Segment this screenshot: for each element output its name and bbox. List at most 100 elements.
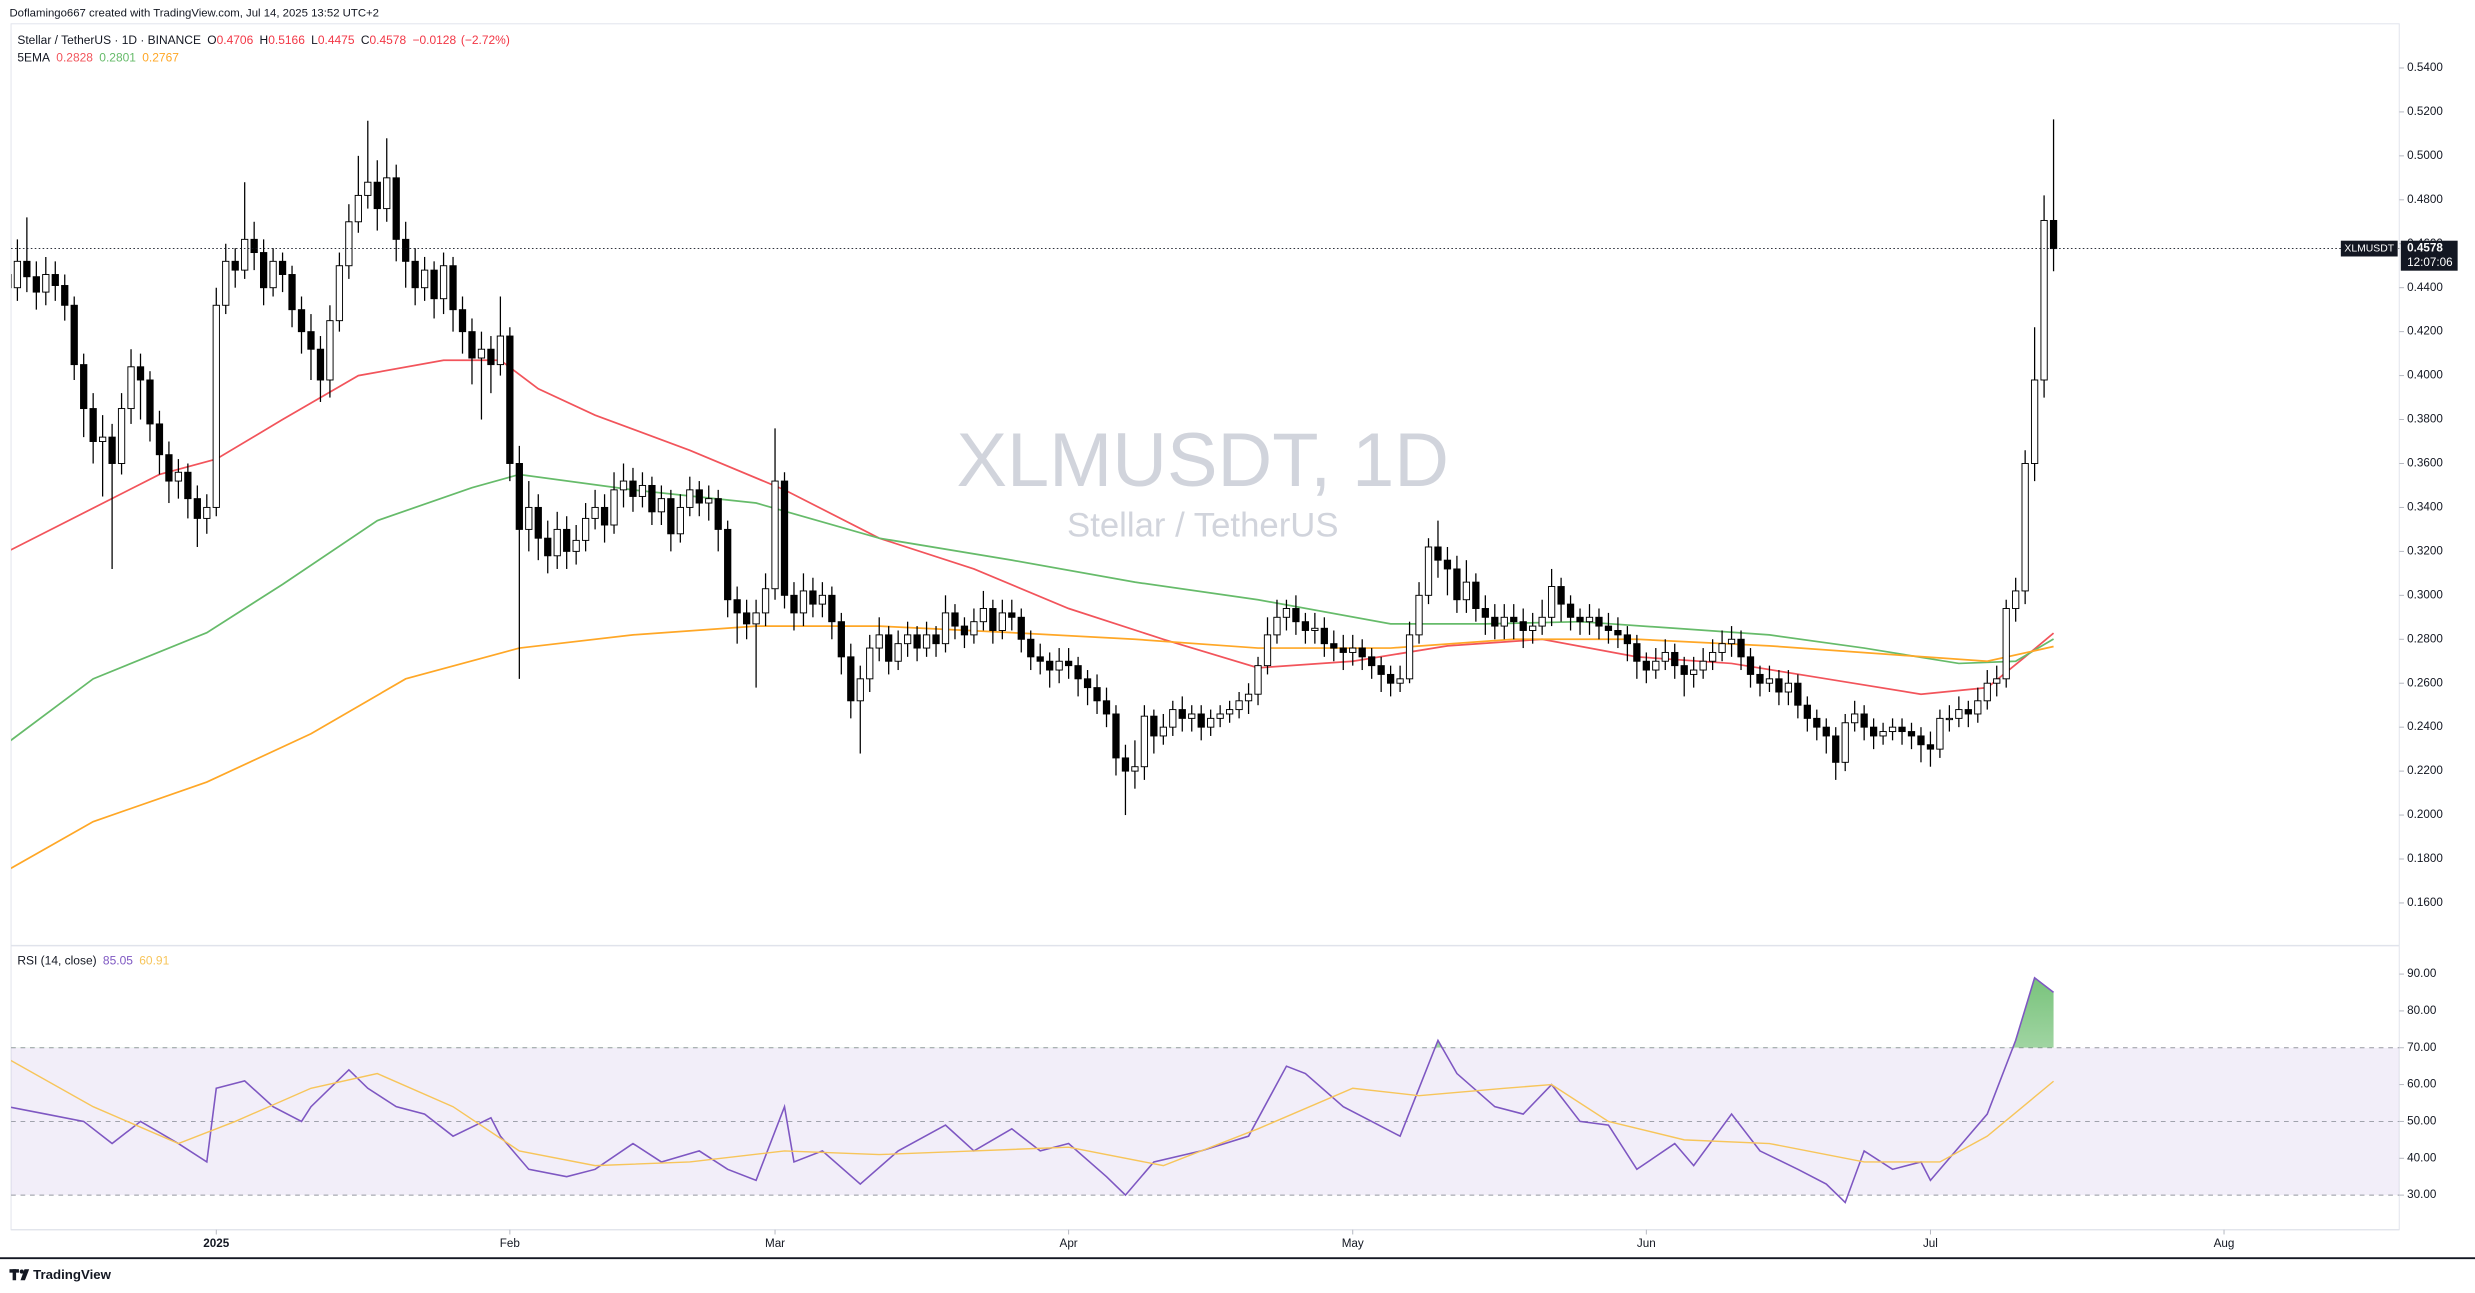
- candle-body: [1178, 709, 1186, 719]
- candle-body: [563, 528, 571, 552]
- attribution: Doflamingo667 created with TradingView.c…: [9, 8, 379, 20]
- candle-body: [269, 260, 277, 289]
- ema-value: 0.2767: [142, 51, 179, 65]
- change-value: −0.0128: [412, 33, 456, 47]
- candle-body: [619, 480, 628, 491]
- candle-body: [1150, 715, 1158, 737]
- y-tick-label: 0.4400: [2407, 281, 2443, 294]
- candle-body: [932, 634, 940, 645]
- logo-part: [19, 1269, 24, 1274]
- candle-body: [1576, 616, 1584, 623]
- y-tick-label: 0.4800: [2407, 193, 2443, 206]
- candle-body: [1491, 616, 1499, 627]
- candle-body: [695, 489, 703, 504]
- candle-body: [51, 274, 59, 286]
- candle-body: [439, 265, 448, 300]
- candle-body: [1737, 638, 1745, 658]
- ema-line: [11, 625, 2054, 870]
- candle-body: [1320, 627, 1328, 645]
- candle-body: [174, 471, 183, 482]
- x-tick-label: 2025: [203, 1237, 229, 1250]
- candle-body: [1708, 651, 1717, 662]
- y-tick-label: 0.3400: [2407, 501, 2443, 514]
- logo-part: [20, 1269, 30, 1281]
- candle-body: [1462, 581, 1471, 601]
- candle-body: [809, 590, 817, 605]
- candle-body: [402, 238, 410, 262]
- candle-body: [487, 348, 495, 366]
- candle-body: [1216, 713, 1224, 719]
- candle-body: [941, 612, 950, 645]
- candle-body: [1424, 546, 1433, 596]
- candle-body: [1898, 726, 1906, 733]
- candle-body: [326, 320, 334, 381]
- candle-body: [430, 269, 438, 300]
- symbol-tag: [2340, 240, 2398, 257]
- y-tick-label: 0.4200: [2407, 325, 2443, 338]
- rsi-y-tick-label: 80.00: [2407, 1004, 2437, 1017]
- candle-body: [1349, 647, 1357, 653]
- candle-body: [231, 260, 239, 271]
- y-tick-label: 0.1600: [2407, 896, 2443, 909]
- watermark-subtitle: Stellar / TetherUS: [1067, 506, 1338, 544]
- candle-body: [979, 608, 988, 623]
- symbol-tag-text: XLMUSDT: [2344, 243, 2394, 254]
- candle-body: [1254, 665, 1262, 695]
- candle-body: [790, 594, 798, 614]
- footer-logo: [9, 1269, 30, 1281]
- last-price-text: 0.4578: [2407, 242, 2443, 255]
- candle-body: [1690, 669, 1698, 675]
- candle-body: [534, 506, 542, 539]
- candle-body: [316, 348, 325, 381]
- candle-body: [420, 269, 429, 289]
- candle-body: [1557, 586, 1565, 605]
- candle-body: [828, 594, 836, 623]
- rsi-y-tick-label: 40.00: [2407, 1151, 2437, 1164]
- candle-body: [1140, 715, 1149, 768]
- candle-body: [449, 265, 457, 311]
- ema-line: [11, 359, 2055, 696]
- candle-body: [1983, 682, 1991, 702]
- candle-body: [23, 260, 31, 278]
- y-tick-label: 0.3800: [2407, 413, 2443, 426]
- candle-body: [297, 309, 306, 333]
- ohlc-value: 0.4578: [369, 33, 406, 47]
- candle-body: [307, 331, 315, 350]
- candle-body: [733, 599, 741, 614]
- candle-body: [1244, 693, 1253, 702]
- candle-body: [1301, 621, 1310, 631]
- candle-body: [1027, 638, 1035, 658]
- candle-body: [155, 423, 164, 456]
- candle-body: [875, 634, 883, 649]
- candle-body: [2021, 463, 2029, 592]
- candle-body: [553, 528, 561, 557]
- candle-body: [411, 260, 419, 289]
- candle-body: [1879, 731, 1887, 737]
- candle-body: [1519, 621, 1527, 631]
- candle-body: [127, 366, 135, 410]
- rsi-ma-line: [11, 1059, 2055, 1167]
- rsi-y-tick-label: 50.00: [2407, 1115, 2437, 1128]
- candle-body: [203, 506, 211, 519]
- ohlc-key: C: [361, 33, 370, 47]
- candle-body: [1443, 559, 1452, 570]
- y-tick-label: 0.3600: [2407, 457, 2443, 470]
- candle-body: [250, 238, 258, 254]
- countdown-text: 12:07:06: [2407, 256, 2452, 269]
- candle-body: [638, 484, 647, 497]
- logo-part: [12, 1269, 17, 1281]
- candle-body: [1131, 766, 1139, 772]
- candle-body: [1197, 713, 1205, 728]
- candle-body: [1083, 678, 1092, 689]
- candle-body: [1538, 616, 1546, 627]
- candle-body: [165, 454, 173, 482]
- candle-body: [32, 276, 40, 293]
- candle-body: [1453, 568, 1461, 601]
- candle-body: [1936, 717, 1944, 750]
- candle-body: [1510, 616, 1518, 623]
- candle-body: [1974, 700, 1982, 715]
- candle-body: [1074, 665, 1082, 680]
- candle-body: [1368, 656, 1376, 667]
- candle-body: [1121, 757, 1130, 772]
- candle-body: [345, 221, 353, 267]
